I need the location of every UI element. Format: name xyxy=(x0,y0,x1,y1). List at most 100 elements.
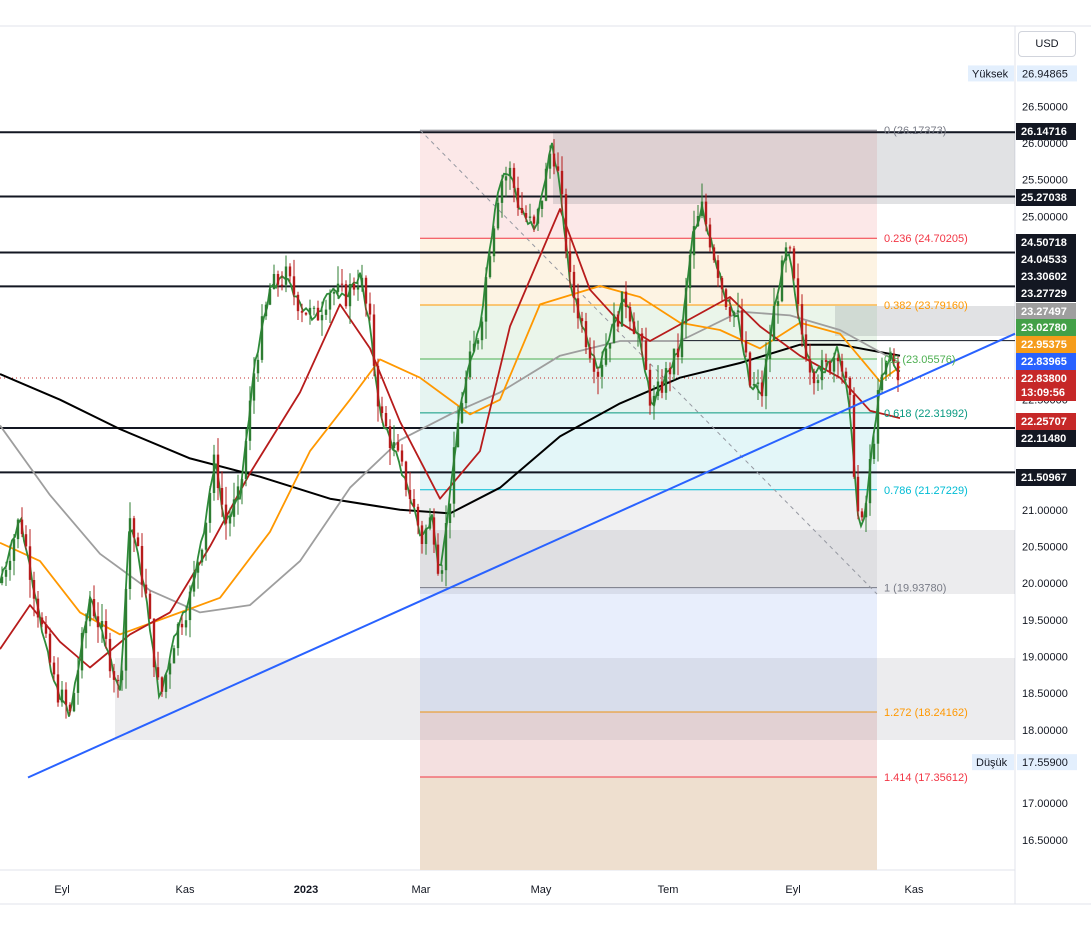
candle[interactable] xyxy=(428,517,432,529)
time-axis[interactable]: Eyl Kas 2023 Mar May Tem Eyl Kas xyxy=(54,884,924,896)
candle[interactable] xyxy=(416,506,420,526)
candle[interactable] xyxy=(880,374,884,391)
candle[interactable] xyxy=(376,365,380,407)
price-tag[interactable] xyxy=(1016,319,1076,336)
candle[interactable] xyxy=(256,359,260,374)
candle[interactable] xyxy=(288,266,292,277)
candle[interactable] xyxy=(716,260,720,278)
candle[interactable] xyxy=(804,334,808,359)
candle[interactable] xyxy=(144,584,148,594)
candle[interactable] xyxy=(216,454,220,488)
candle[interactable] xyxy=(508,167,512,177)
candle[interactable] xyxy=(164,674,168,692)
candle[interactable] xyxy=(32,580,36,599)
candle[interactable] xyxy=(820,360,824,381)
candle[interactable] xyxy=(884,360,888,375)
candle[interactable] xyxy=(368,303,372,315)
candle[interactable] xyxy=(432,517,436,545)
candle[interactable] xyxy=(784,247,788,261)
candle[interactable] xyxy=(876,390,880,444)
candle[interactable] xyxy=(788,247,792,249)
candle[interactable] xyxy=(236,486,240,500)
candle[interactable] xyxy=(252,373,256,401)
candle[interactable] xyxy=(576,298,580,319)
candle[interactable] xyxy=(192,572,196,592)
candle[interactable] xyxy=(548,153,552,169)
candle[interactable] xyxy=(84,621,88,634)
candle[interactable] xyxy=(644,340,648,370)
candle[interactable] xyxy=(100,621,104,628)
candle[interactable] xyxy=(140,546,144,585)
candle[interactable] xyxy=(752,384,756,386)
candle[interactable] xyxy=(892,353,896,362)
candle[interactable] xyxy=(348,284,352,307)
candle[interactable] xyxy=(40,617,44,625)
level-tag[interactable] xyxy=(1016,268,1076,285)
candle[interactable] xyxy=(300,311,304,313)
candle[interactable] xyxy=(360,277,364,287)
candle[interactable] xyxy=(552,153,556,167)
candle[interactable] xyxy=(620,291,624,327)
candle[interactable] xyxy=(696,216,700,227)
candle[interactable] xyxy=(436,544,440,574)
candle[interactable] xyxy=(340,283,344,285)
candle[interactable] xyxy=(160,677,164,692)
candle[interactable] xyxy=(708,224,712,248)
candle[interactable] xyxy=(544,168,548,201)
level-tag[interactable] xyxy=(1016,469,1076,486)
candle[interactable] xyxy=(536,209,540,224)
candle[interactable] xyxy=(724,289,728,307)
candle[interactable] xyxy=(872,443,876,459)
candle[interactable] xyxy=(556,166,560,171)
candle[interactable] xyxy=(720,277,724,290)
candle[interactable] xyxy=(840,361,844,372)
candle[interactable] xyxy=(640,333,644,341)
candle[interactable] xyxy=(584,321,588,347)
candle[interactable] xyxy=(276,274,280,285)
candle[interactable] xyxy=(44,624,48,634)
candle[interactable] xyxy=(460,403,464,423)
candle[interactable] xyxy=(464,377,468,404)
candle[interactable] xyxy=(304,312,308,315)
candle[interactable] xyxy=(16,519,20,540)
price-tag[interactable] xyxy=(1016,303,1076,320)
candle[interactable] xyxy=(184,620,188,628)
candle[interactable] xyxy=(196,562,200,573)
candle[interactable] xyxy=(772,305,776,341)
candle[interactable] xyxy=(688,255,692,289)
level-tag[interactable] xyxy=(1016,123,1076,140)
candle[interactable] xyxy=(476,340,480,344)
candle[interactable] xyxy=(596,371,600,377)
candle[interactable] xyxy=(72,692,76,712)
candle[interactable] xyxy=(208,493,212,523)
candle[interactable] xyxy=(272,274,276,289)
candle[interactable] xyxy=(864,503,868,518)
level-tag[interactable] xyxy=(1016,189,1076,206)
candle[interactable] xyxy=(480,321,484,341)
candle[interactable] xyxy=(52,662,56,675)
candle[interactable] xyxy=(808,358,812,373)
candle[interactable] xyxy=(4,569,8,577)
candle[interactable] xyxy=(12,539,16,561)
candle[interactable] xyxy=(524,213,528,218)
candle[interactable] xyxy=(24,534,28,547)
candle[interactable] xyxy=(280,284,284,286)
candle[interactable] xyxy=(308,307,312,315)
candle[interactable] xyxy=(168,663,172,675)
candle[interactable] xyxy=(372,314,376,366)
candle[interactable] xyxy=(312,307,316,309)
candle[interactable] xyxy=(228,516,232,524)
candle[interactable] xyxy=(608,343,612,349)
candle[interactable] xyxy=(392,442,396,448)
candle[interactable] xyxy=(88,599,92,622)
candle[interactable] xyxy=(68,704,72,712)
candle[interactable] xyxy=(116,679,120,681)
candle[interactable] xyxy=(332,291,336,294)
candle[interactable] xyxy=(736,310,740,312)
candle[interactable] xyxy=(20,519,24,535)
candle[interactable] xyxy=(92,599,96,617)
candle[interactable] xyxy=(812,372,816,384)
candle[interactable] xyxy=(156,667,160,678)
candle[interactable] xyxy=(384,413,388,427)
candle[interactable] xyxy=(656,381,660,396)
